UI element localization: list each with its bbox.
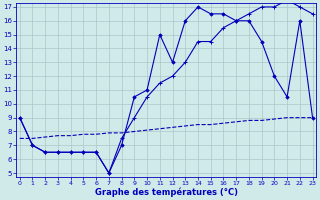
- X-axis label: Graphe des températures (°C): Graphe des températures (°C): [95, 188, 238, 197]
